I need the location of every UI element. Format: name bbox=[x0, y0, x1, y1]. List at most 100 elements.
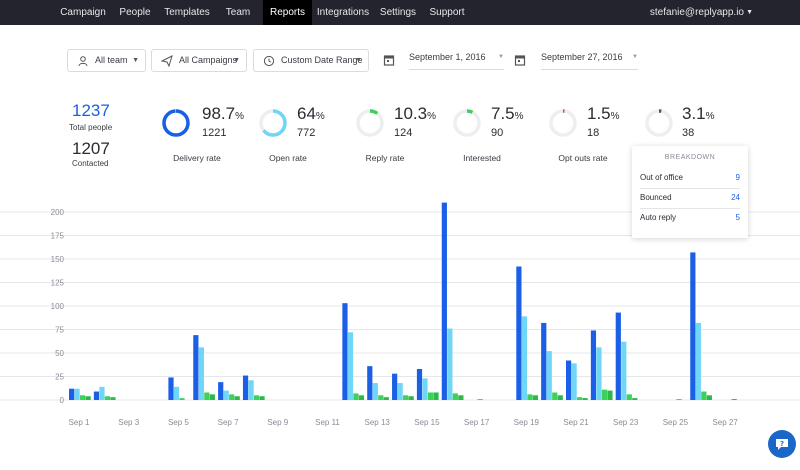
bar[interactable] bbox=[358, 395, 365, 400]
nav-team[interactable]: Team bbox=[225, 7, 251, 18]
bar[interactable] bbox=[416, 368, 423, 400]
y-tick-label: 200 bbox=[51, 208, 65, 217]
bar[interactable] bbox=[596, 347, 602, 400]
bar[interactable] bbox=[93, 391, 100, 400]
breakdown-row-value: 9 bbox=[735, 173, 740, 182]
interested-label: Interested bbox=[463, 153, 501, 163]
bar[interactable] bbox=[521, 316, 527, 400]
bar[interactable] bbox=[632, 398, 638, 400]
user-menu[interactable]: stefanie@replyapp.io bbox=[649, 7, 744, 18]
bar[interactable] bbox=[259, 396, 265, 400]
bar[interactable] bbox=[590, 330, 597, 400]
bar[interactable] bbox=[577, 397, 583, 400]
bar[interactable] bbox=[110, 397, 116, 400]
help-chat-button[interactable]: ? bbox=[768, 430, 796, 458]
bar[interactable] bbox=[80, 395, 86, 400]
bar[interactable] bbox=[69, 388, 75, 400]
bar[interactable] bbox=[701, 391, 707, 400]
bar[interactable] bbox=[218, 382, 224, 400]
bar[interactable] bbox=[458, 395, 464, 400]
nav-support[interactable]: Support bbox=[429, 7, 465, 18]
bar[interactable] bbox=[527, 394, 533, 400]
bar[interactable] bbox=[229, 394, 235, 400]
bar[interactable] bbox=[601, 389, 608, 400]
bar[interactable] bbox=[85, 396, 91, 400]
bar[interactable] bbox=[253, 395, 260, 400]
bar[interactable] bbox=[541, 322, 547, 400]
bar[interactable] bbox=[557, 395, 563, 400]
chevron-down-icon[interactable]: ▼ bbox=[746, 9, 753, 16]
bar[interactable] bbox=[441, 202, 447, 400]
bar[interactable] bbox=[104, 396, 111, 400]
bar[interactable] bbox=[607, 390, 613, 400]
bar[interactable] bbox=[582, 398, 588, 400]
bar[interactable] bbox=[427, 392, 434, 400]
bar[interactable] bbox=[74, 388, 80, 400]
breakdown-row-label: Out of office bbox=[640, 173, 683, 182]
bar[interactable] bbox=[168, 377, 174, 400]
bar[interactable] bbox=[422, 378, 428, 400]
bar[interactable] bbox=[516, 266, 522, 400]
end-date-input[interactable]: September 27, 2016 ▼ bbox=[541, 52, 638, 70]
bar[interactable] bbox=[731, 399, 737, 400]
nav-campaign[interactable]: Campaign bbox=[60, 7, 106, 18]
bar[interactable] bbox=[198, 347, 204, 400]
bar[interactable] bbox=[248, 380, 254, 400]
bar[interactable] bbox=[392, 373, 398, 400]
bar[interactable] bbox=[193, 335, 199, 400]
nav-people[interactable]: People bbox=[119, 7, 151, 18]
breakdown-value: 3.1 bbox=[682, 104, 706, 123]
bar[interactable] bbox=[173, 386, 180, 400]
calendar-icon[interactable] bbox=[514, 54, 526, 66]
team-filter[interactable]: All team ▼ bbox=[67, 49, 146, 72]
bar[interactable] bbox=[242, 375, 249, 400]
bar[interactable] bbox=[690, 252, 696, 400]
bar[interactable] bbox=[477, 399, 483, 400]
campaign-filter[interactable]: All Campaigns ▼ bbox=[151, 49, 247, 72]
bar[interactable] bbox=[99, 386, 105, 400]
date-range-filter[interactable]: Custom Date Range ▼ bbox=[253, 49, 369, 72]
bar[interactable] bbox=[347, 332, 354, 400]
bar[interactable] bbox=[552, 392, 558, 400]
nav-templates[interactable]: Templates bbox=[164, 7, 210, 18]
bar[interactable] bbox=[372, 383, 378, 400]
bar[interactable] bbox=[447, 328, 453, 400]
bar[interactable] bbox=[621, 341, 627, 400]
svg-text:?: ? bbox=[780, 440, 784, 448]
nav-reports[interactable]: Reports bbox=[263, 0, 312, 25]
start-date-input[interactable]: September 1, 2016 ▼ bbox=[409, 52, 504, 70]
nav-integrations[interactable]: Integrations bbox=[316, 7, 370, 18]
bar[interactable] bbox=[408, 396, 414, 400]
bar[interactable] bbox=[209, 394, 215, 400]
bar[interactable] bbox=[433, 392, 439, 400]
bar[interactable] bbox=[695, 322, 701, 400]
bar[interactable] bbox=[626, 394, 632, 400]
bar[interactable] bbox=[383, 397, 389, 400]
bar[interactable] bbox=[706, 395, 712, 400]
bar[interactable] bbox=[378, 395, 384, 400]
bar[interactable] bbox=[397, 383, 403, 400]
calendar-icon[interactable] bbox=[383, 54, 395, 66]
bar[interactable] bbox=[452, 393, 458, 400]
bar[interactable] bbox=[676, 399, 682, 400]
bar[interactable] bbox=[204, 392, 210, 400]
opt-outs-count: 18 bbox=[587, 127, 600, 139]
bar[interactable] bbox=[566, 360, 572, 400]
bar[interactable] bbox=[615, 312, 621, 400]
ring-track bbox=[645, 109, 673, 137]
bar[interactable] bbox=[223, 390, 229, 400]
bar[interactable] bbox=[367, 366, 373, 400]
breakdown-ring[interactable] bbox=[644, 108, 674, 138]
bar[interactable] bbox=[179, 398, 185, 400]
end-date-underline bbox=[541, 69, 638, 70]
bar[interactable] bbox=[342, 303, 348, 400]
bar[interactable] bbox=[546, 351, 552, 400]
bar[interactable] bbox=[403, 395, 409, 400]
bar[interactable] bbox=[234, 396, 240, 400]
bar[interactable] bbox=[532, 395, 538, 400]
nav-settings[interactable]: Settings bbox=[379, 7, 417, 18]
total-people-count: 1237 bbox=[72, 101, 110, 120]
bar[interactable] bbox=[353, 393, 359, 400]
bar[interactable] bbox=[571, 363, 577, 400]
open-rate-label: Open rate bbox=[269, 153, 307, 163]
